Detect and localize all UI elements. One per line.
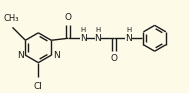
- Text: H: H: [126, 27, 131, 33]
- Text: CH₃: CH₃: [4, 14, 19, 23]
- Text: O: O: [65, 13, 72, 22]
- Text: H: H: [95, 27, 101, 33]
- Text: H: H: [81, 27, 86, 33]
- Text: O: O: [110, 54, 117, 63]
- Text: N: N: [80, 34, 86, 43]
- Text: Cl: Cl: [34, 82, 43, 90]
- Text: N: N: [125, 34, 132, 43]
- Text: N: N: [17, 51, 23, 60]
- Text: N: N: [95, 34, 101, 43]
- Text: N: N: [53, 51, 60, 60]
